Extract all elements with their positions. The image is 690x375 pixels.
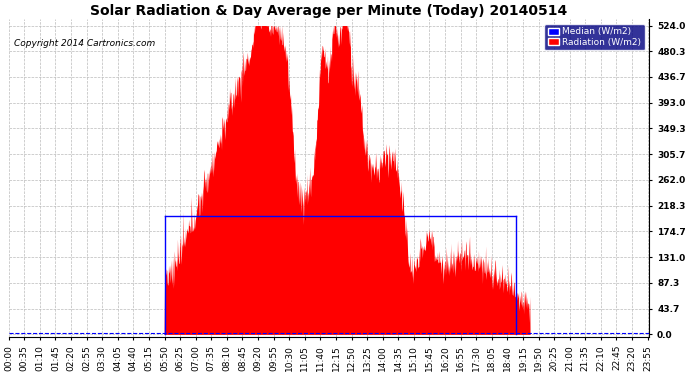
Text: Copyright 2014 Cartronics.com: Copyright 2014 Cartronics.com [14, 39, 155, 48]
Legend: Median (W/m2), Radiation (W/m2): Median (W/m2), Radiation (W/m2) [544, 24, 645, 50]
Title: Solar Radiation & Day Average per Minute (Today) 20140514: Solar Radiation & Day Average per Minute… [90, 4, 568, 18]
